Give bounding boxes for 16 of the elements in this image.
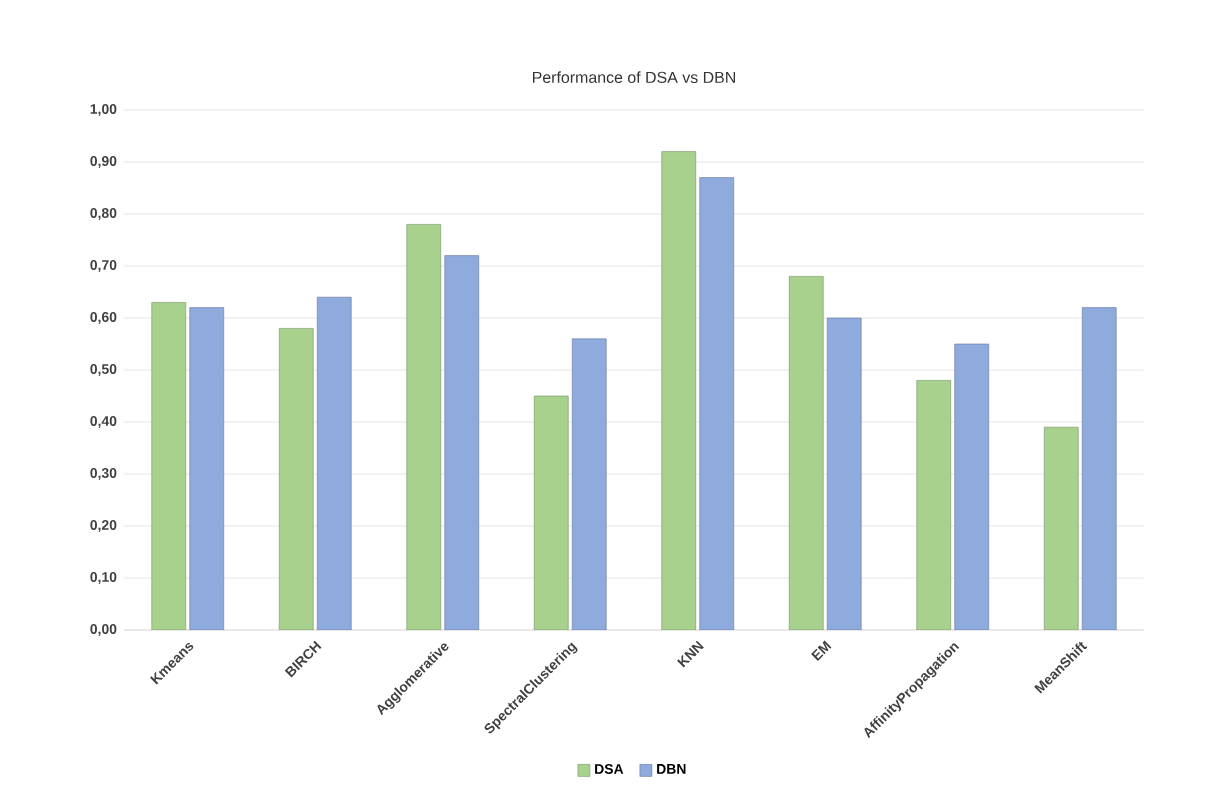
bar xyxy=(826,317,862,630)
bar xyxy=(151,302,187,630)
bar xyxy=(788,276,824,630)
bar xyxy=(533,395,569,630)
bar xyxy=(1043,426,1079,630)
bar xyxy=(316,296,352,630)
bar xyxy=(189,307,225,630)
bar xyxy=(406,224,442,630)
bar xyxy=(571,338,607,630)
bar xyxy=(954,343,990,630)
bar xyxy=(444,255,480,630)
bar xyxy=(916,380,952,630)
bar xyxy=(278,328,314,630)
bar xyxy=(699,177,735,630)
bar xyxy=(1081,307,1117,630)
bar xyxy=(661,151,697,630)
